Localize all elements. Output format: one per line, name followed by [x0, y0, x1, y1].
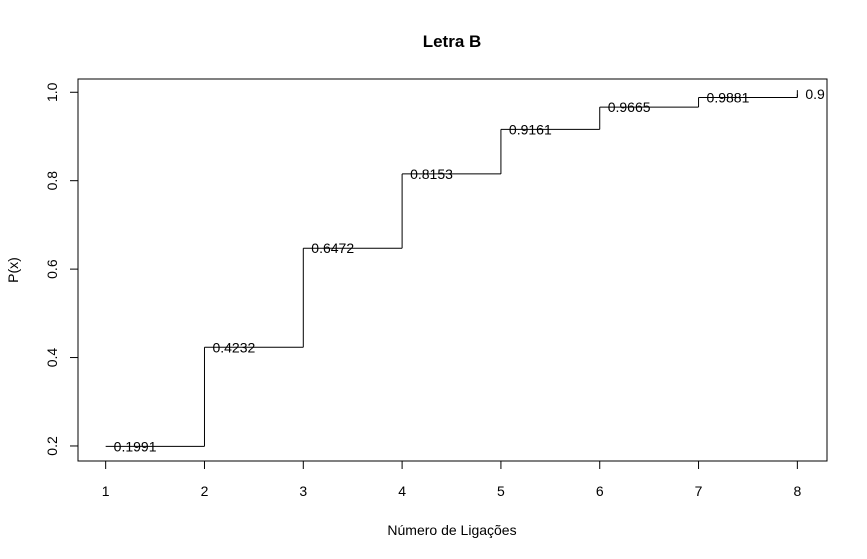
- chart-title: Letra B: [423, 32, 482, 51]
- plot-frame: [77, 78, 828, 462]
- y-axis: 0.2 0.4 0.6 0.8 1.0: [44, 82, 79, 456]
- x-tick-label: 5: [497, 483, 505, 499]
- x-tick-label: 7: [695, 483, 703, 499]
- data-label: 0.1991: [114, 438, 157, 454]
- y-axis-title: P(x): [5, 257, 21, 283]
- y-tick-label: 0.2: [44, 436, 60, 456]
- data-label: 0.9: [805, 86, 825, 102]
- x-axis-title: Número de Ligações: [387, 522, 516, 538]
- data-label: 0.8153: [410, 166, 453, 182]
- data-label: 0.6472: [311, 240, 354, 256]
- data-label: 0.9881: [707, 90, 750, 106]
- y-tick-label: 0.8: [44, 171, 60, 191]
- y-tick-label: 0.4: [44, 348, 60, 368]
- y-tick-label: 1.0: [44, 82, 60, 102]
- x-tick-label: 4: [398, 483, 406, 499]
- data-label: 0.4232: [212, 339, 255, 355]
- x-axis: 1 2 3 4 5 6 7 8: [102, 460, 801, 499]
- data-labels: 0.1991 0.4232 0.6472 0.8153 0.9161 0.9665 0.98…: [114, 86, 825, 454]
- x-tick-label: 3: [299, 483, 307, 499]
- x-tick-label: 8: [793, 483, 801, 499]
- data-label: 0.9665: [608, 99, 651, 115]
- data-label: 0.9161: [509, 121, 552, 137]
- x-tick-label: 6: [596, 483, 604, 499]
- x-tick-label: 2: [201, 483, 209, 499]
- y-tick-label: 0.6: [44, 259, 60, 279]
- step-line-series: [105, 90, 798, 447]
- x-tick-label: 1: [102, 483, 110, 499]
